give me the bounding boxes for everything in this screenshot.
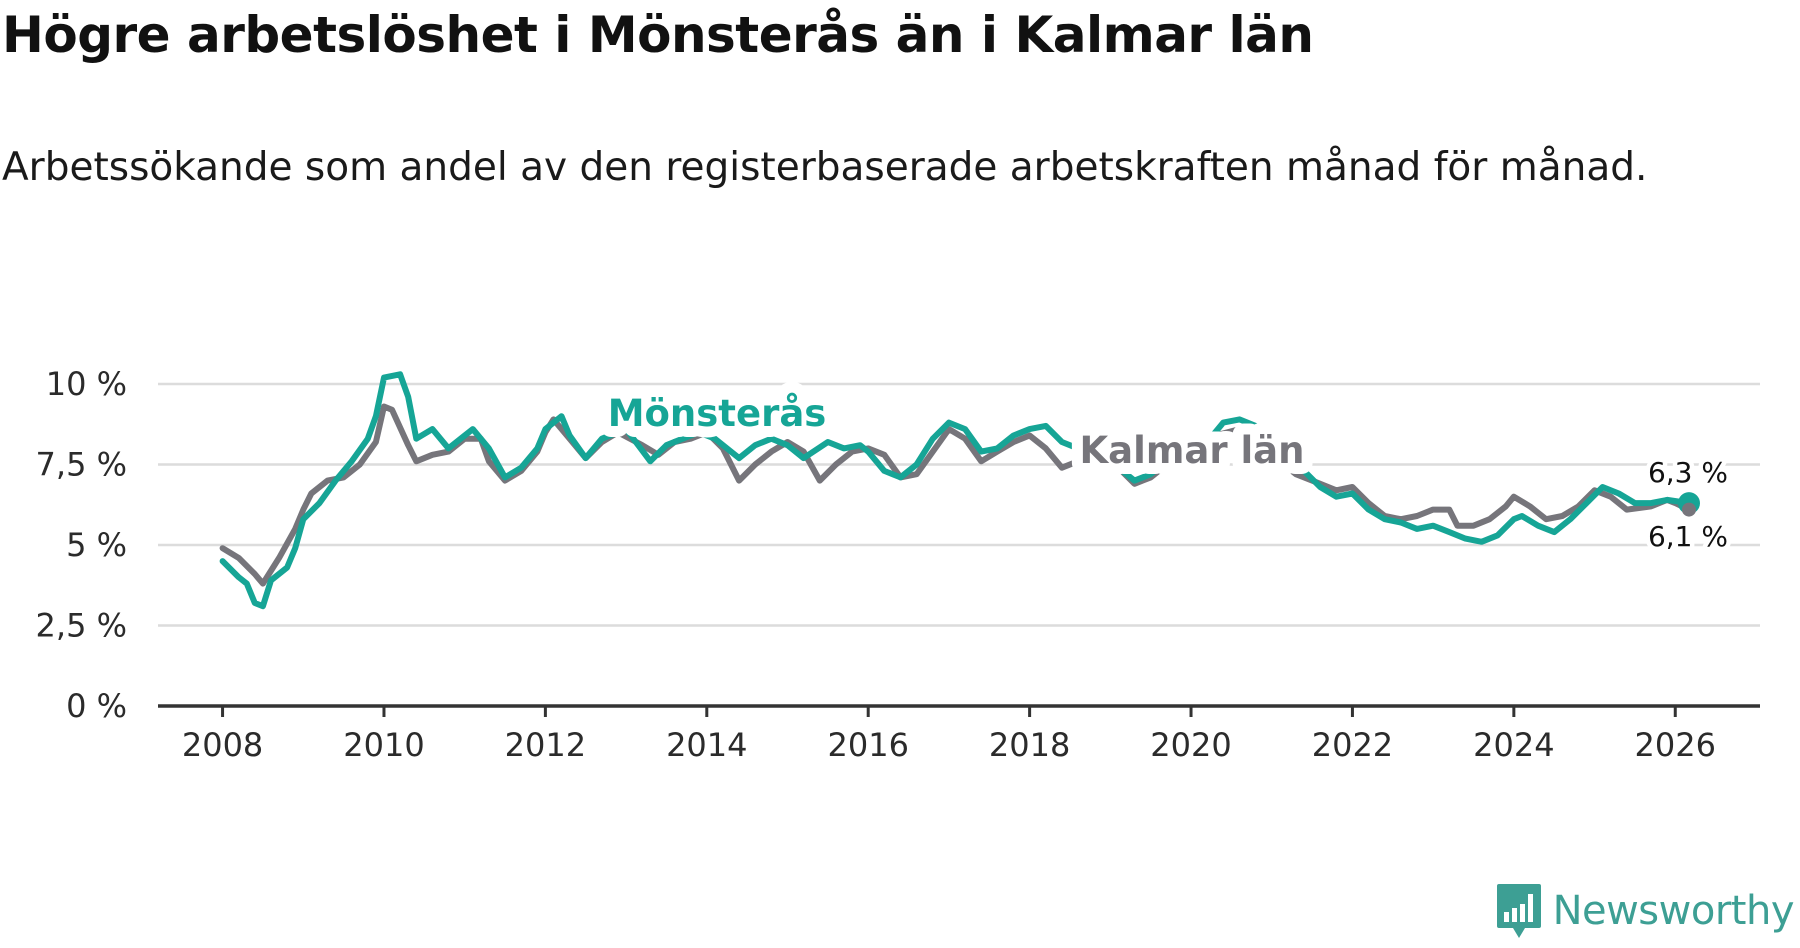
y-tick-label: 5 % [66,526,127,564]
chart-subtitle: Arbetssökande som andel av den registerb… [2,145,1648,190]
axes: 0 % 2,5 % 5 % 7,5 % 10 % 2008 2010 2012 2014 2016… [36,365,1760,764]
x-tick-label: 2026 [1635,726,1716,764]
chart-title: Högre arbetslöshet i Mönsterås än i Kalm… [2,6,1314,64]
end-marker-kalmar [1681,502,1696,517]
brand-logo: Newsworthy [1495,882,1795,940]
y-tick-label: 0 % [66,687,127,725]
x-tick-label: 2022 [1312,726,1393,764]
x-tick-label: 2008 [182,726,263,764]
x-tick-label: 2012 [505,726,586,764]
y-tick-label: 7,5 % [36,446,127,484]
series-lines [219,371,1700,610]
x-tick-label: 2020 [1150,726,1231,764]
end-value-kalmar-halo: 6,1 % [1648,520,1728,553]
newsworthy-logo-icon [1496,884,1541,938]
end-value-monsteras-halo: 6,3 % [1648,456,1728,489]
x-tick-label: 2018 [989,726,1070,764]
end-value-kalmar: 6,1 % [1648,520,1728,553]
series-line-kalmar [219,403,1692,587]
x-tick-label: 2016 [827,726,908,764]
x-tick-label: 2010 [343,726,424,764]
x-tick-label: 2014 [666,726,747,764]
series-line-monsteras [219,371,1692,610]
gridlines [158,382,1760,627]
y-tick-label: 2,5 % [36,607,127,645]
series-label-kalmar: Kalmar län [1080,429,1305,472]
brand-name: Newsworthy [1552,888,1795,934]
x-tick-label: 2024 [1473,726,1554,764]
y-tick-label: 10 % [46,365,127,403]
end-value-monsteras: 6,3 % [1648,456,1728,489]
series-label-monsteras: Mönsterås [608,392,827,435]
